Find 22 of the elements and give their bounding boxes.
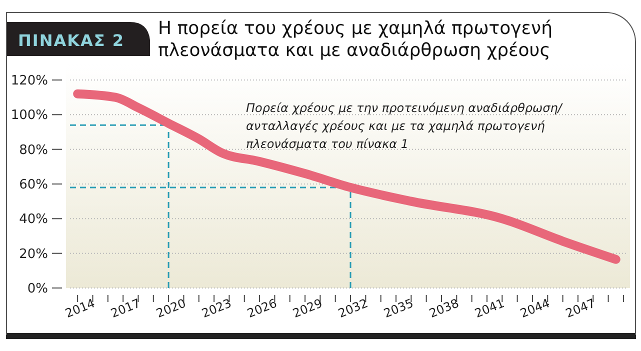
x-tick-label: 2041	[472, 296, 506, 321]
x-tick-label: 2047	[564, 296, 598, 321]
x-tick-label: 2020	[154, 296, 188, 321]
x-tick-label: 2038	[427, 296, 461, 321]
x-tick-label: 2029	[290, 296, 324, 321]
x-tick-label: 2026	[245, 296, 279, 321]
x-tick-label: 2035	[382, 296, 416, 321]
x-tick-label: 2044	[518, 296, 552, 321]
chart-subtitle: ΠΙΝΑΚΑΣ 2	[18, 31, 125, 50]
x-tick-label: 2017	[108, 296, 142, 321]
y-tick-label: 80%	[19, 142, 48, 158]
annotation: Πορεία χρέους με την προτεινόμενη αναδιάρθρωση/ ανταλλαγές χρέους και με τα χαμηλά πρωτογενή πλεονάσματα του πίνακα 1	[246, 101, 564, 151]
x-tick-label: 2014	[63, 296, 97, 321]
x-tick-label: 2032	[336, 296, 370, 321]
y-tick-label: 60%	[19, 178, 48, 193]
x-tick-label: 2023	[200, 296, 234, 321]
y-tick-label: 100%	[10, 108, 48, 124]
y-tick-label: 0%	[27, 282, 48, 297]
y-tick-label: 40%	[19, 212, 48, 228]
y-tick-label: 120%	[10, 74, 48, 89]
y-tick-label: 20%	[19, 246, 48, 262]
chart-title: Η πορεία του χρέους με χαμηλά πρωτογενή πλεονάσματα και με αναδιάρθρωση χρέους	[158, 18, 552, 61]
